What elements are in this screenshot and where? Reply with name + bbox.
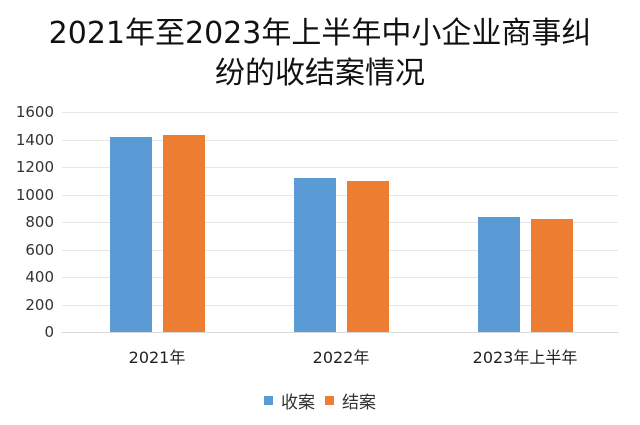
legend-item-shouan: 收案 — [264, 388, 315, 413]
gridline — [62, 222, 618, 223]
y-tick-label: 600 — [25, 240, 54, 259]
bar-shouan — [477, 217, 520, 332]
legend-swatch-orange — [325, 396, 334, 405]
bar-jiean — [162, 135, 205, 332]
bar-jiean — [346, 181, 389, 332]
bar-jiean — [530, 218, 573, 332]
y-tick-label: 0 — [44, 323, 54, 341]
x-tick-label: 2023年上半年 — [472, 348, 578, 367]
y-tick-label: 1200 — [15, 158, 54, 176]
legend-item-jiean: 结案 — [325, 388, 376, 413]
gridline — [62, 139, 618, 141]
bar-shouan — [109, 137, 152, 332]
y-tick-label: 200 — [25, 295, 54, 314]
gridline — [62, 112, 618, 113]
x-tick-label: 2022年 — [312, 348, 370, 367]
y-tick-label: 1600 — [15, 103, 54, 121]
gridline — [62, 249, 618, 251]
legend-label: 结案 — [342, 393, 376, 413]
gridline — [62, 277, 618, 278]
chart-title-line-2: 纷的收结案情况 — [215, 56, 425, 91]
legend-swatch-blue — [264, 396, 273, 405]
chart-title: 2021年至2023年上半年中小企业商事纠 纷的收结案情况 — [0, 14, 640, 94]
x-axis-line — [62, 332, 618, 333]
bar-shouan — [293, 178, 336, 332]
y-tick-label: 1400 — [15, 130, 54, 149]
legend-label: 收案 — [281, 393, 315, 413]
y-tick-label: 400 — [25, 268, 54, 286]
chart-title-line-1: 2021年至2023年上半年中小企业商事纠 — [48, 16, 592, 51]
y-tick-label: 800 — [25, 213, 54, 231]
gridline — [62, 194, 618, 196]
y-tick-label: 1000 — [15, 185, 54, 204]
gridline — [62, 304, 618, 306]
legend: 收案 结案 — [0, 388, 640, 413]
x-tick-label: 2021年 — [128, 348, 186, 367]
gridline — [62, 167, 618, 168]
